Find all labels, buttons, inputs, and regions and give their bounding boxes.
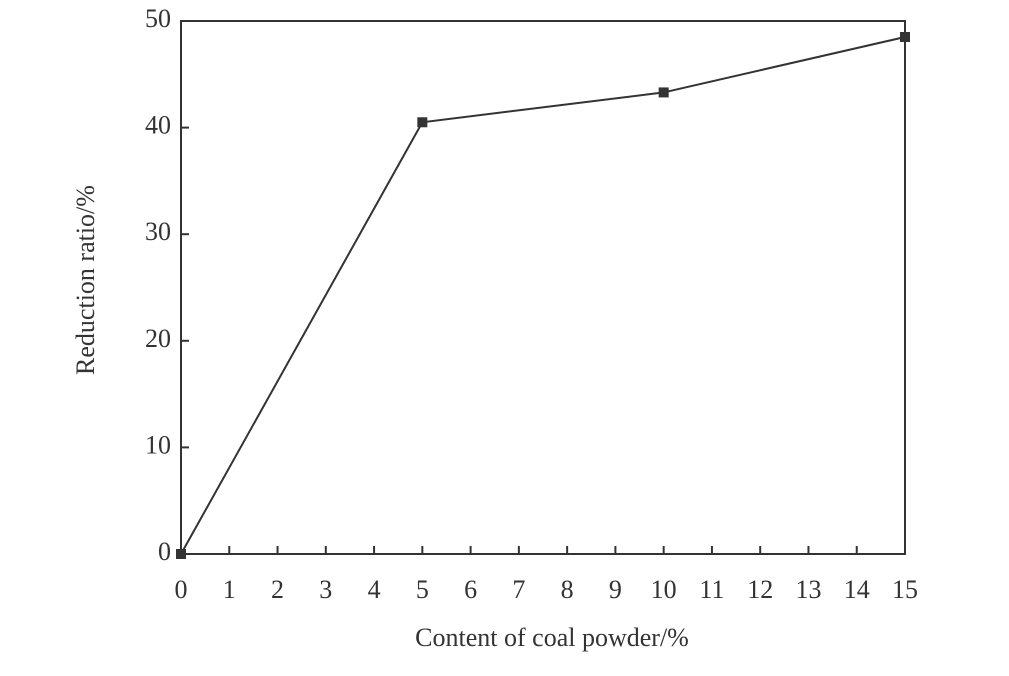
x-tick-label: 14	[844, 575, 870, 604]
plot-frame	[180, 20, 906, 555]
y-tick-label: 10	[145, 430, 171, 459]
x-tick-label: 15	[892, 575, 918, 604]
y-tick-label: 40	[145, 111, 171, 140]
data-point	[658, 87, 669, 98]
x-tick-label: 1	[223, 575, 236, 604]
x-tick-label: 10	[651, 575, 677, 604]
data-point	[900, 31, 910, 42]
y-tick-label: 30	[145, 217, 171, 246]
data-point	[417, 117, 428, 128]
x-tick-label: 5	[416, 575, 429, 604]
x-tick-label: 9	[609, 575, 622, 604]
x-tick-label: 11	[699, 575, 724, 604]
y-tick-label: 50	[145, 4, 171, 33]
y-axis-label: Reduction ratio/%	[71, 185, 100, 375]
x-tick-label: 2	[271, 575, 284, 604]
x-tick-label: 8	[561, 575, 574, 604]
x-tick-label: 13	[795, 575, 821, 604]
x-tick-label: 7	[512, 575, 525, 604]
y-tick-label: 20	[145, 324, 171, 353]
x-axis-label: Content of coal powder/%	[415, 623, 689, 652]
data-line	[180, 36, 906, 555]
y-tick-label: 0	[158, 537, 171, 566]
x-tick-label: 12	[747, 575, 773, 604]
x-tick-label: 6	[464, 575, 477, 604]
x-tick-label: 3	[319, 575, 332, 604]
data-point	[176, 549, 186, 559]
x-tick-label: 4	[368, 575, 381, 604]
x-tick-label: 0	[175, 575, 188, 604]
